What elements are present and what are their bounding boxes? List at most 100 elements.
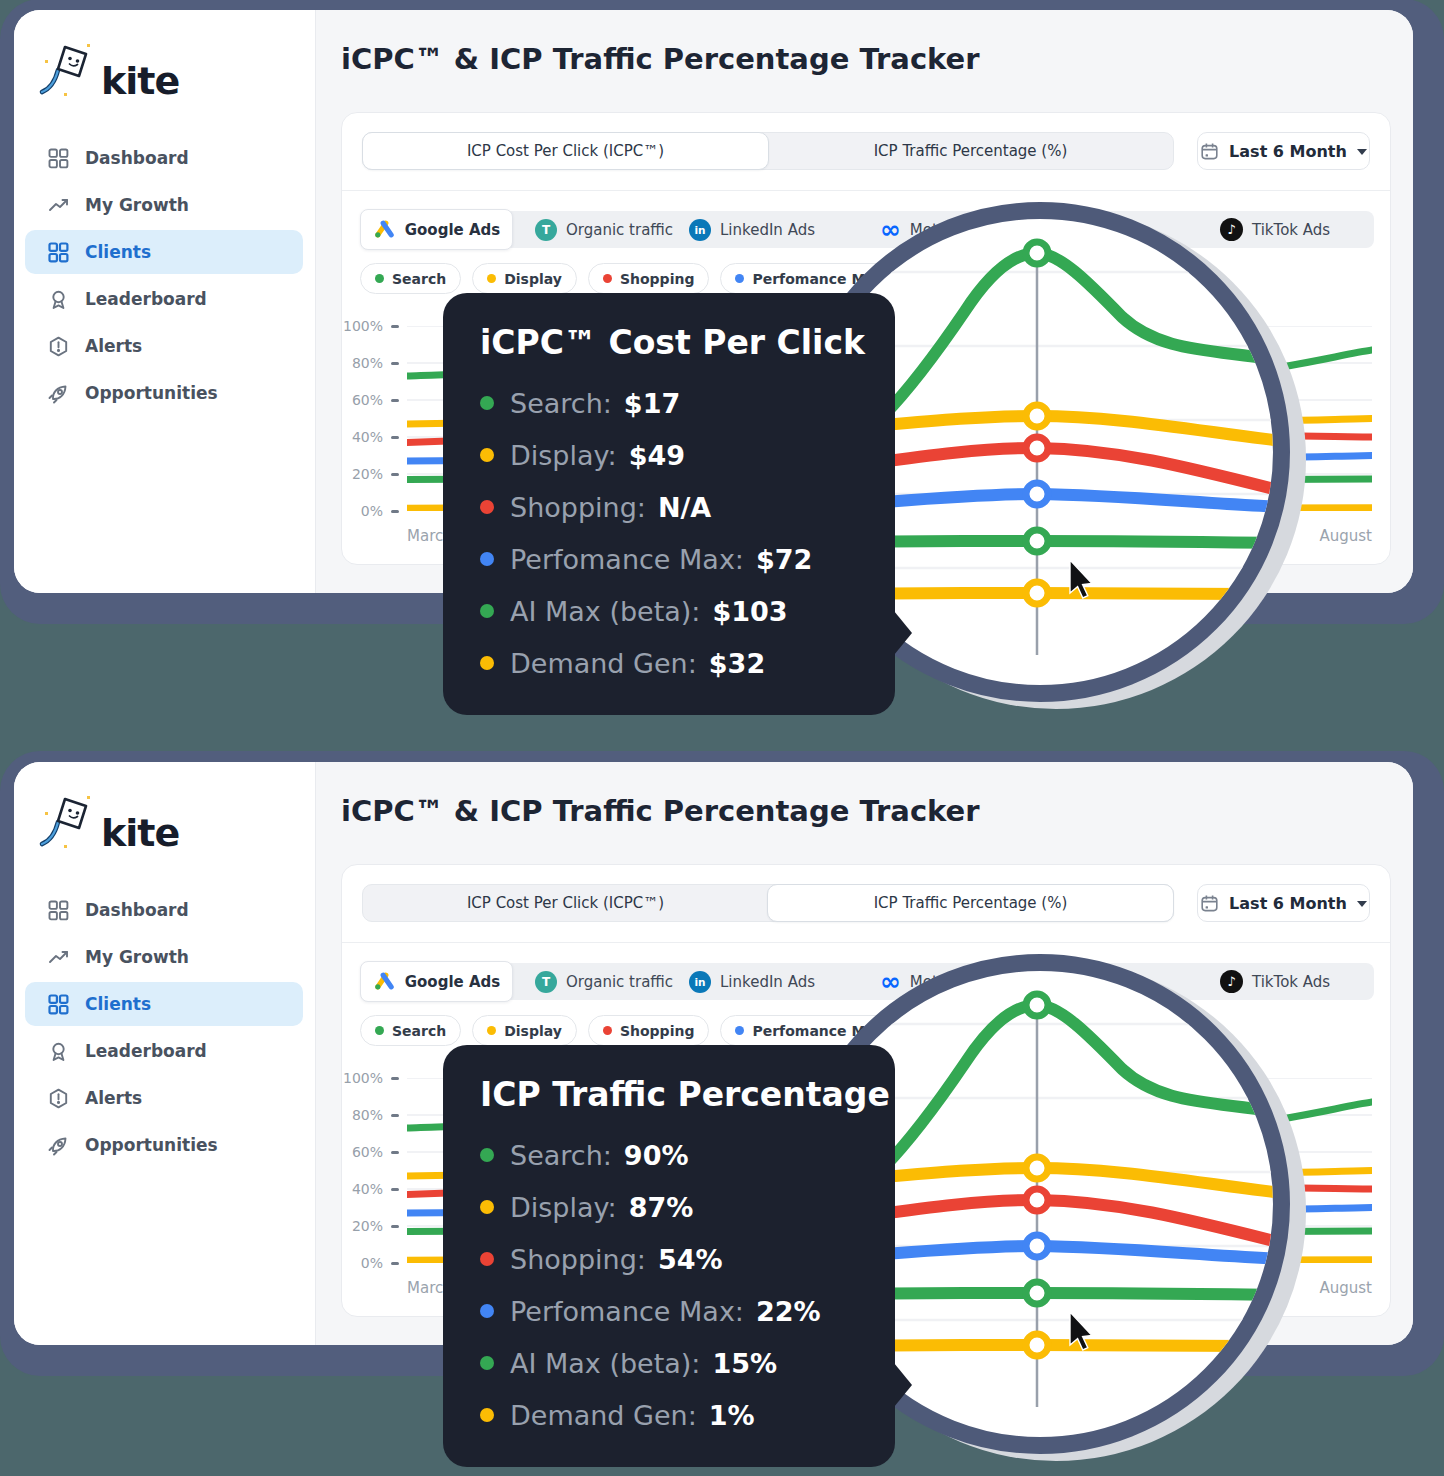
sidebar-item-leaderboard[interactable]: Leaderboard: [25, 1029, 303, 1073]
hover-marker-ai-max: [1026, 530, 1048, 552]
series-label: AI Max (beta):: [510, 1348, 700, 1379]
sidebar-item-label: Alerts: [85, 336, 142, 356]
hover-marker-demand-gen: [1026, 1334, 1048, 1356]
series-value: $72: [756, 544, 812, 575]
date-range-selector[interactable]: Last 6 Month: [1197, 132, 1370, 170]
series-label: Display:: [510, 440, 617, 471]
filter-pill-search[interactable]: Search: [360, 1015, 461, 1046]
filter-pill-shopping[interactable]: Shopping: [588, 1015, 710, 1046]
google-ads-icon: [373, 971, 396, 992]
shopping-dot: [603, 1026, 612, 1035]
series-label: AI Max (beta):: [510, 596, 700, 627]
metric-tabs: ICP Cost Per Click (ICPC™) ICP Traffic P…: [362, 884, 1174, 922]
sidebar-item-label: My Growth: [85, 195, 189, 215]
series-dot: [480, 396, 494, 410]
sidebar: kite Dashboard My Growth Clients Leader: [14, 762, 315, 1345]
channel-tab-organic-traffic[interactable]: T Organic traffic: [535, 211, 673, 248]
page-title: iCPC™ & ICP Traffic Percentage Tracker: [341, 42, 980, 76]
tab-icp-cost-per-click[interactable]: ICP Cost Per Click (ICPC™): [362, 132, 769, 170]
filter-pill-display[interactable]: Display: [472, 263, 577, 294]
channel-tab-linkedin-ads[interactable]: in LinkedIn Ads: [689, 211, 815, 248]
tooltip-row: Demand Gen:$32: [480, 637, 812, 689]
series-value: 15%: [712, 1348, 777, 1379]
tab-icp-traffic-percentage[interactable]: ICP Traffic Percentage (%): [767, 884, 1174, 922]
channel-tab-label: Organic traffic: [566, 973, 673, 991]
sidebar-item-clients[interactable]: Clients: [25, 230, 303, 274]
sidebar-item-dashboard[interactable]: Dashboard: [25, 888, 303, 932]
channel-tab-linkedin-ads[interactable]: in LinkedIn Ads: [689, 963, 815, 1000]
dashboard-panel-2: kite Dashboard My Growth Clients Leader: [14, 762, 1413, 1345]
sidebar-item-opportunities[interactable]: Opportunities: [25, 1123, 303, 1167]
channel-tab-label: TikTok Ads: [1252, 221, 1330, 239]
y-tick: 0%: [361, 503, 383, 519]
hover-marker-shopping: [1026, 1189, 1048, 1211]
series-value: 54%: [658, 1244, 723, 1275]
brand-name: kite: [101, 814, 179, 852]
channel-tabs: Google Ads T Organic traffic in LinkedIn…: [360, 211, 1374, 248]
dashboard-grid-icon: [48, 900, 69, 921]
y-tick: 60%: [352, 392, 383, 408]
y-tick: 100%: [343, 318, 383, 334]
sidebar-item-leaderboard[interactable]: Leaderboard: [25, 277, 303, 321]
tab-icp-traffic-percentage[interactable]: ICP Traffic Percentage (%): [768, 133, 1173, 169]
linkedin-icon: in: [689, 971, 711, 993]
hover-marker-display: [1026, 405, 1048, 427]
hover-marker-search: [1026, 994, 1048, 1016]
series-value: $49: [629, 440, 685, 471]
search-dot: [375, 274, 384, 283]
series-value: 1%: [709, 1400, 755, 1431]
filter-label: Shopping: [620, 271, 695, 287]
series-label: Shopping:: [510, 1244, 646, 1275]
channel-tab-tiktok-ads[interactable]: ♪ TikTok Ads: [1220, 963, 1330, 1000]
sidebar-item-my-growth[interactable]: My Growth: [25, 935, 303, 979]
medal-icon: [48, 1041, 69, 1062]
y-tick: 20%: [352, 1218, 383, 1234]
filter-pill-shopping[interactable]: Shopping: [588, 263, 710, 294]
linkedin-icon: in: [689, 219, 711, 241]
tab-icp-cost-per-click[interactable]: ICP Cost Per Click (ICPC™): [363, 885, 768, 921]
channel-tab-label: LinkedIn Ads: [720, 973, 815, 991]
channel-tab-google-ads[interactable]: Google Ads: [360, 961, 513, 1002]
date-range-label: Last 6 Month: [1229, 142, 1347, 161]
channel-tab-label: Organic traffic: [566, 221, 673, 239]
hover-marker-demand-gen: [1026, 582, 1048, 604]
tiktok-icon: ♪: [1220, 218, 1243, 241]
kite-logo-icon: [38, 40, 94, 100]
page-title: iCPC™ & ICP Traffic Percentage Tracker: [341, 794, 980, 828]
filter-pill-search[interactable]: Search: [360, 263, 461, 294]
sidebar-item-alerts[interactable]: Alerts: [25, 324, 303, 368]
display-dot: [487, 274, 496, 283]
channel-tab-label: TikTok Ads: [1252, 973, 1330, 991]
channel-tab-label: LinkedIn Ads: [720, 221, 815, 239]
tiktok-icon: ♪: [1220, 970, 1243, 993]
sidebar-item-label: Dashboard: [85, 148, 189, 168]
sidebar-item-label: Clients: [85, 242, 151, 262]
sidebar-item-clients[interactable]: Clients: [25, 982, 303, 1026]
y-tick: 60%: [352, 1144, 383, 1160]
sidebar-item-opportunities[interactable]: Opportunities: [25, 371, 303, 415]
rocket-icon: [48, 383, 69, 404]
organic-traffic-icon: T: [535, 971, 557, 993]
sidebar-item-alerts[interactable]: Alerts: [25, 1076, 303, 1120]
y-tick: 0%: [361, 1255, 383, 1271]
kite-logo[interactable]: kite: [38, 792, 179, 852]
sidebar-item-my-growth[interactable]: My Growth: [25, 183, 303, 227]
sidebar-item-dashboard[interactable]: Dashboard: [25, 136, 303, 180]
y-tick: 100%: [343, 1070, 383, 1086]
filter-pill-display[interactable]: Display: [472, 1015, 577, 1046]
series-value: $32: [709, 648, 765, 679]
channel-tab-organic-traffic[interactable]: T Organic traffic: [535, 963, 673, 1000]
google-ads-icon: [373, 219, 396, 240]
kite-logo[interactable]: kite: [38, 40, 179, 100]
x-tick: August: [1320, 527, 1373, 545]
dashboard-panel-1: kite Dashboard My Growth Clients Leader: [14, 10, 1413, 593]
divider: [342, 190, 1390, 191]
tooltip-row: AI Max (beta):$103: [480, 585, 812, 637]
channel-tab-google-ads[interactable]: Google Ads: [360, 209, 513, 250]
series-dot: [480, 1200, 494, 1214]
tooltip-title: ICP Traffic Percentage: [480, 1075, 890, 1114]
date-range-selector[interactable]: Last 6 Month: [1197, 884, 1370, 922]
tooltip-row: Search:$17: [480, 377, 812, 429]
channel-tab-tiktok-ads[interactable]: ♪ TikTok Ads: [1220, 211, 1330, 248]
sidebar-item-label: Alerts: [85, 1088, 142, 1108]
